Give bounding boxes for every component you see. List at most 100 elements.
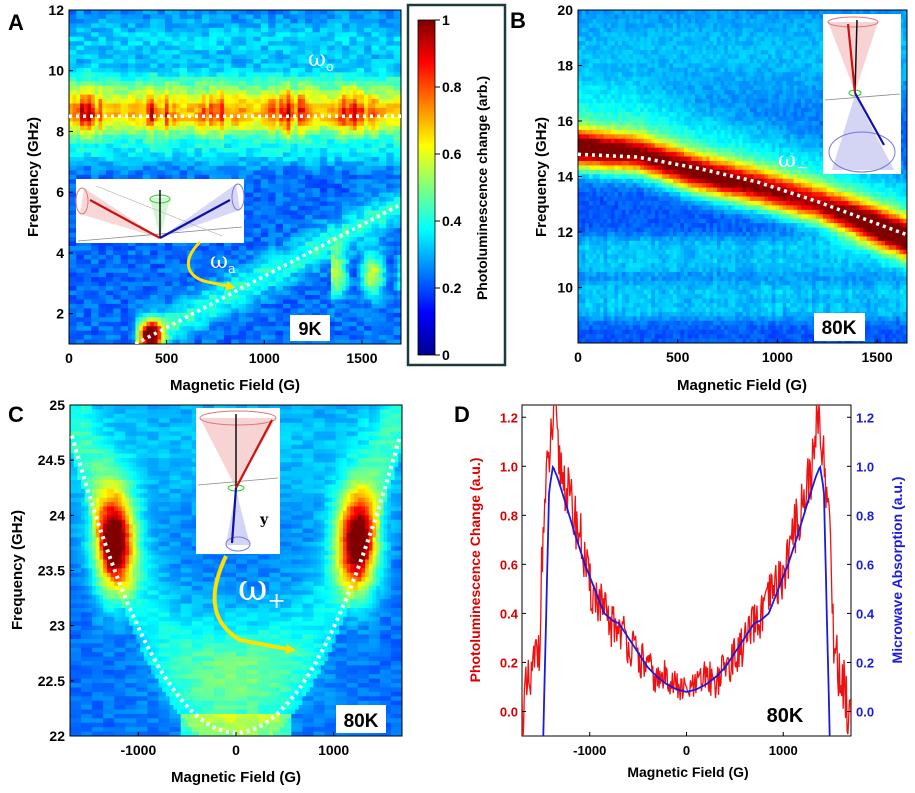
heatmap-cell <box>264 27 269 33</box>
heatmap-cell <box>257 23 262 29</box>
heatmap-cell <box>223 156 229 163</box>
heatmap-cell <box>194 139 199 145</box>
heatmap-cell <box>150 174 155 180</box>
heatmap-cell <box>131 99 136 105</box>
heatmap-cell <box>113 281 118 287</box>
heatmap-cell <box>87 174 92 180</box>
heatmap-cell <box>305 228 310 234</box>
heatmap-cell <box>246 205 251 211</box>
heatmap-cell <box>116 263 122 269</box>
heatmap-cell <box>223 317 229 323</box>
heatmap-cell <box>91 134 96 140</box>
heatmap-cell <box>175 152 181 158</box>
heatmap-cell <box>183 330 188 336</box>
heatmap-cell <box>271 10 277 16</box>
heatmap-cell <box>271 36 277 42</box>
heatmap-cell <box>305 85 310 91</box>
heatmap-cell <box>128 45 133 51</box>
heatmap-cell <box>297 112 302 118</box>
heatmap-cell <box>249 205 255 211</box>
heatmap-cell <box>268 290 273 296</box>
heatmap-cell <box>87 121 92 127</box>
heatmap-cell <box>286 156 291 163</box>
heatmap-cell <box>179 81 184 87</box>
heatmap-cell <box>105 170 111 176</box>
heatmap-cell <box>131 103 136 109</box>
heatmap-cell <box>242 81 247 87</box>
heatmap-cell <box>69 72 74 78</box>
heatmap-cell <box>153 259 159 265</box>
heatmap-cell <box>124 263 129 269</box>
heatmap-cell <box>249 41 255 47</box>
heatmap-cell <box>246 335 251 341</box>
heatmap-cell <box>198 321 203 327</box>
heatmap-cell <box>279 268 284 274</box>
heatmap-cell <box>190 286 196 292</box>
heatmap-cell <box>183 76 188 82</box>
heatmap-cell <box>116 152 122 158</box>
heatmap-cell <box>275 312 280 318</box>
heatmap-cell <box>305 72 310 78</box>
heatmap-cell <box>201 130 207 136</box>
heatmap-cell <box>297 188 302 194</box>
heatmap-cell <box>238 290 243 296</box>
heatmap-cell <box>279 161 284 167</box>
heatmap-cell <box>179 156 184 163</box>
heatmap-cell <box>150 330 155 336</box>
heatmap-cell <box>257 14 262 20</box>
heatmap-cell <box>175 50 181 56</box>
heatmap-cell <box>109 303 114 309</box>
heatmap-cell <box>194 103 199 109</box>
heatmap-cell <box>91 165 96 171</box>
heatmap-cell <box>286 99 291 105</box>
heatmap-cell <box>102 295 107 301</box>
heatmap-cell <box>172 250 177 256</box>
heatmap-cell <box>139 152 144 158</box>
heatmap-cell <box>305 165 310 171</box>
heatmap-cell <box>297 263 302 269</box>
heatmap-cell <box>238 143 243 149</box>
heatmap-cell <box>242 54 247 60</box>
heatmap-cell <box>124 321 129 327</box>
heatmap-cell <box>172 156 177 163</box>
heatmap-cell <box>69 81 74 87</box>
heatmap-cell <box>131 286 136 292</box>
heatmap-cell <box>91 112 96 118</box>
heatmap-cell <box>235 335 240 341</box>
heatmap-cell <box>128 116 133 122</box>
heatmap-cell <box>249 121 255 127</box>
heatmap-cell <box>216 326 221 332</box>
heatmap-cell <box>187 299 192 305</box>
heatmap-cell <box>116 268 122 274</box>
heatmap-cell <box>76 170 81 176</box>
heatmap-cell <box>102 107 107 114</box>
heatmap-cell <box>116 18 122 24</box>
heatmap-cell <box>308 72 314 78</box>
heatmap-cell <box>139 90 144 96</box>
heatmap-cell <box>80 121 85 127</box>
heatmap-cell <box>264 339 269 344</box>
heatmap-cell <box>98 125 103 131</box>
heatmap-cell <box>264 125 269 131</box>
heatmap-cell <box>308 81 314 87</box>
heatmap-cell <box>308 94 314 100</box>
heatmap-cell <box>105 295 111 301</box>
heatmap-cell <box>279 246 284 252</box>
heatmap-cell <box>164 290 170 296</box>
heatmap-cell <box>212 272 218 278</box>
heatmap-cell <box>223 143 229 149</box>
heatmap-cell <box>164 321 170 327</box>
heatmap-cell <box>131 45 136 51</box>
heatmap-cell <box>83 139 89 145</box>
heatmap-cell <box>198 303 203 309</box>
heatmap-cell <box>209 45 214 51</box>
heatmap-cell <box>242 241 247 247</box>
heatmap-cell <box>120 67 125 73</box>
heatmap-cell <box>246 107 251 114</box>
heatmap-cell <box>72 174 77 180</box>
heatmap-cell <box>168 317 173 323</box>
heatmap-cell <box>69 219 74 225</box>
heatmap-cell <box>294 134 299 140</box>
heatmap-cell <box>260 295 266 301</box>
heatmap-cell <box>209 81 214 87</box>
